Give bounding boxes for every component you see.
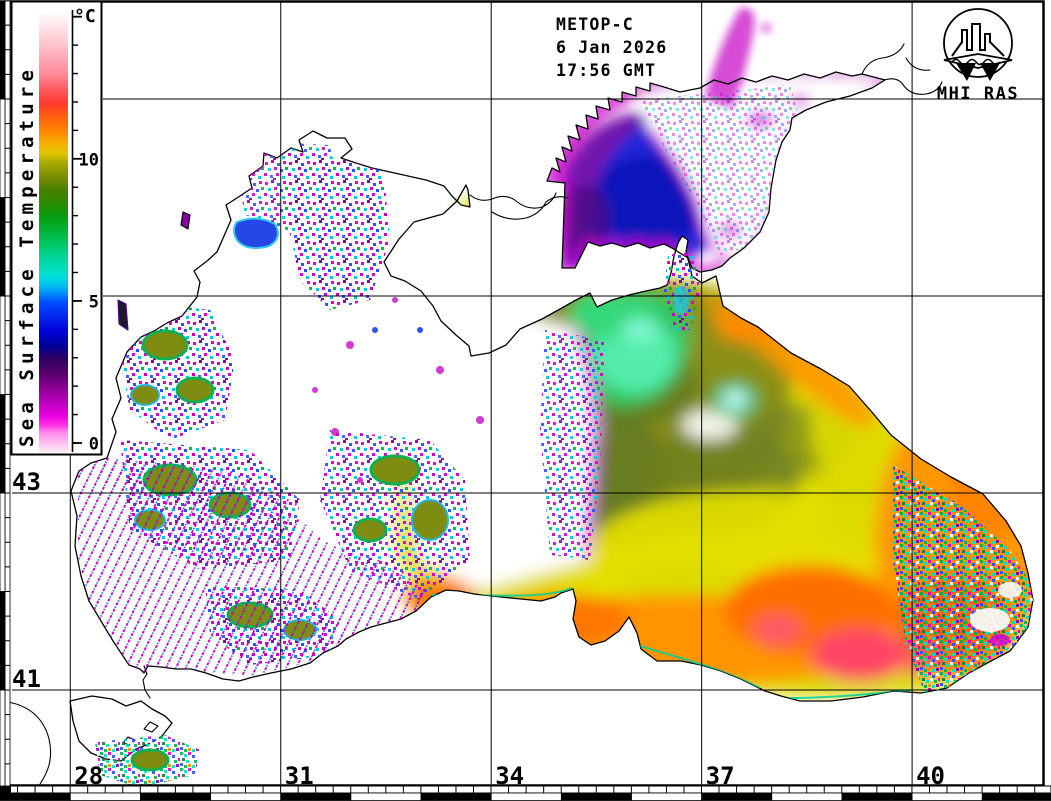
mhi-ras-logo: MHI RAS [937,8,1019,104]
colorbar-label-0: 0 [89,435,99,455]
logo-waveform-icon [951,23,1005,57]
kerch-strait-speckle [664,250,700,330]
colorbar-tick-labels: 10 5 0 [79,150,99,454]
cloud-speckle-azov [640,85,800,255]
colorbar-ticks [72,15,82,444]
lat-label-43: 43 [12,468,41,496]
colorbar-label-10: 10 [79,150,99,170]
graticule [12,2,1043,786]
bosphorus-coastal-speckle [95,735,200,788]
colorbar-title: Sea Surface Temperature [16,65,38,447]
logo-wave-left-icon [956,63,976,81]
colorbar-unit: °C [74,6,96,27]
colorbar-gradient [39,10,68,452]
coastline-black-sea [70,130,1034,702]
title-block: METOP-C 6 Jan 2026 17:56 GMT [556,15,667,80]
logo-label: MHI RAS [937,84,1019,104]
land-mask [1,1,1044,786]
logo-wavy-line-icon [951,58,1001,66]
logo-wave-right-icon [980,63,1000,81]
image-date: 6 Jan 2026 [556,38,667,57]
no-data-hatch-region [78,455,440,676]
cloud-streak [705,7,771,108]
lat-label-41: 41 [12,665,41,693]
colorbar-label-5: 5 [89,292,99,312]
colorbar-panel: 10 5 0 °C Sea Surface Temperature [10,0,103,456]
satellite-name: METOP-C [556,15,634,34]
coastline-details [7,43,943,791]
image-time: 17:56 GMT [556,61,656,80]
